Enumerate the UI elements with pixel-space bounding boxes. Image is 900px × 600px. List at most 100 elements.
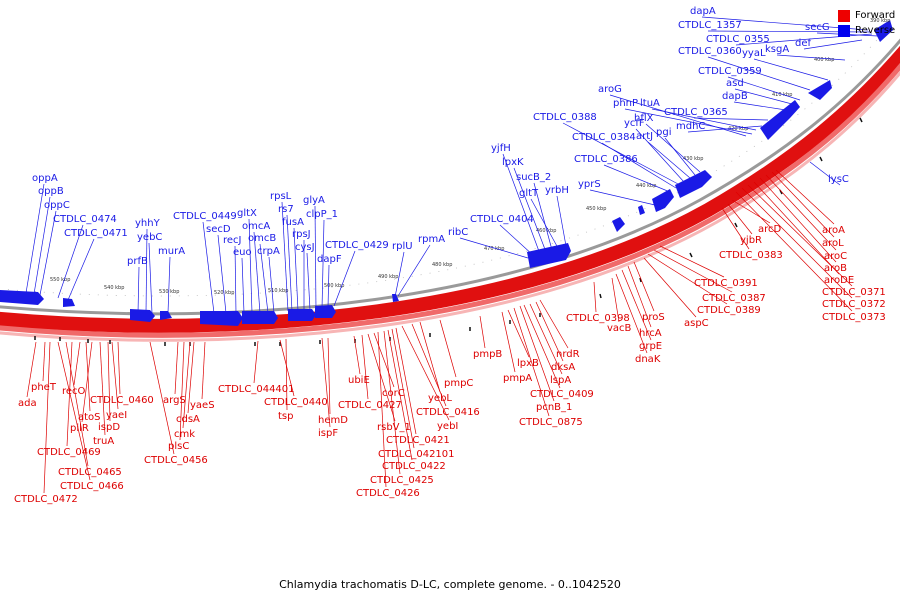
- leader-line-omcB: [259, 243, 269, 314]
- leader-line-murA: [167, 256, 171, 314]
- gene-label-oppB: oppB: [38, 186, 64, 197]
- leader-line-recJ: [234, 245, 237, 314]
- leader-line-argS: [174, 341, 179, 395]
- leader-line-CTDLC_0360: [707, 56, 811, 91]
- gene-label-pmpA: pmpA: [503, 373, 532, 384]
- tick-label-480: 480 kbp: [432, 262, 452, 268]
- leader-line-CTDLC_0425: [383, 330, 401, 475]
- gene-label-CTDLC_0384: CTDLC_0384: [572, 132, 636, 143]
- gene-label-omcA: omcA: [242, 221, 270, 232]
- gene-label-CTDLC_0371: CTDLC_0371: [822, 287, 886, 298]
- leader-line-CTDLC_0404: [499, 224, 535, 257]
- leader-line-yaeI: [111, 341, 119, 410]
- legend-forward-label: Forward: [855, 10, 896, 21]
- gene-label-CTDLC_0421: CTDLC_0421: [386, 435, 450, 446]
- gene-label-yebI: yebI: [437, 421, 458, 432]
- leader-line-CTDLC_0426: [377, 331, 387, 488]
- gene-label-murA: murA: [158, 246, 185, 257]
- gene-label-CTDLC_0429: CTDLC_0429: [325, 240, 389, 251]
- gene-label-CTDLC_0474: CTDLC_0474: [53, 214, 117, 225]
- gene-label-rplU: rplU: [392, 241, 413, 252]
- gene-label-rsbV_1: rsbV_1: [377, 422, 411, 433]
- gene-label-CTDLC_0373: CTDLC_0373: [822, 312, 886, 323]
- leader-line-recO: [73, 341, 81, 386]
- leader-line-yyaL: [753, 58, 829, 81]
- gene-label-yaeI: yaeI: [106, 410, 127, 421]
- gene-label-aroC: aroC: [824, 251, 847, 262]
- leader-line-pgi: [664, 137, 696, 176]
- leader-line-CTDLC_0398: [593, 281, 597, 313]
- leader-line-phnP: [624, 108, 753, 135]
- leader-line-ispD: [107, 341, 111, 422]
- leader-line-ubiE: [353, 335, 361, 375]
- tick-label-430: 430 kbp: [683, 156, 703, 162]
- gene-label-CTDLC_0389: CTDLC_0389: [697, 305, 761, 316]
- leader-line-CTDLC_0422: [387, 329, 413, 461]
- gene-label-rpsJ: rpsJ: [292, 229, 311, 240]
- leader-line-CTDLC_0440: [279, 339, 295, 397]
- gene-label-CTDLC_0449: CTDLC_0449: [173, 211, 237, 222]
- gene-label-oppC: oppC: [44, 200, 70, 211]
- leader-line-pheT: [42, 341, 46, 382]
- gene-label-proS: proS: [642, 312, 665, 323]
- gene-label-yebL: yebL: [428, 393, 452, 404]
- leader-line-CTDLC_0469: [66, 341, 73, 447]
- leader-line-lspA: [529, 303, 563, 375]
- gene-label-glyA: glyA: [303, 195, 325, 206]
- leader-line-oppA: [25, 183, 45, 294]
- tick-label-390: 390 kbp: [870, 18, 890, 24]
- reverse-gene-block: [0, 290, 44, 305]
- gene-label-CTDLC_0372: CTDLC_0372: [822, 299, 886, 310]
- leader-line-proS: [633, 261, 655, 312]
- gene-label-CTDLC_0460: CTDLC_0460: [90, 395, 154, 406]
- leader-line-rsbV_1: [367, 333, 396, 422]
- leader-line-lpxK: [513, 167, 547, 253]
- leader-line-cdsA: [187, 341, 195, 414]
- gene-label-ispF: ispF: [318, 428, 338, 439]
- leader-line-rpsL: [281, 201, 289, 312]
- gene-label-cmk: cmk: [174, 429, 195, 440]
- gene-label-yyaL: yyaL: [742, 48, 766, 59]
- gene-label-CTDLC_0469: CTDLC_0469: [37, 447, 101, 458]
- leader-line-truA: [99, 341, 106, 436]
- leader-line-gltX: [248, 218, 253, 314]
- leader-line-rplU: [394, 251, 405, 298]
- gene-label-aroL: aroL: [822, 238, 844, 249]
- gene-label-CTDLC_0386: CTDLC_0386: [574, 154, 638, 165]
- leader-line-corC: [373, 332, 395, 388]
- gene-label-pilR: pilR: [70, 423, 89, 434]
- reverse-gene-block: [638, 205, 645, 215]
- leader-line-arcD: [731, 199, 771, 224]
- leader-line-grpE: [621, 269, 652, 341]
- leader-line-CTDLC_044401: [253, 340, 259, 384]
- gene-label-lpxB: lpxB: [517, 358, 539, 369]
- gene-label-CTDLC_042101: CTDLC_042101: [378, 449, 455, 460]
- gene-label-clpP_1: clpP_1: [306, 209, 338, 220]
- reverse-gene-block: [874, 20, 893, 42]
- leader-line-ispF: [321, 337, 331, 428]
- leader-line-CTDLC_0474: [57, 224, 84, 299]
- gene-label-gltX: gltX: [237, 208, 257, 219]
- leader-line-CTDLC_0388: [562, 122, 681, 186]
- leader-line-rs7: [286, 214, 293, 312]
- gene-label-ksgA: ksgA: [765, 44, 789, 55]
- leader-line-aroC: [765, 174, 837, 251]
- gene-label-yprS: yprS: [578, 179, 601, 190]
- leader-line-dapB: [733, 101, 787, 111]
- gene-label-yaeS: yaeS: [190, 400, 215, 411]
- legend-reverse-label: Reverse: [855, 25, 896, 36]
- leader-line-glyA: [314, 205, 317, 311]
- gene-label-lpxK: lpxK: [502, 157, 524, 168]
- leader-line-yjfH: [502, 153, 541, 255]
- gene-label-cdsA: cdsA: [176, 414, 200, 425]
- gene-label-corC: corC: [382, 388, 405, 399]
- reverse-gene-block: [160, 311, 172, 320]
- gene-label-lysC: lysC: [828, 174, 849, 185]
- gene-label-CTDLC_1357: CTDLC_1357: [678, 20, 742, 31]
- gene-label-yjbR: yjbR: [740, 235, 762, 246]
- gene-label-pmpC: pmpC: [444, 378, 473, 389]
- leader-line-aroA: [775, 169, 835, 225]
- leader-line-tsp: [285, 338, 288, 411]
- leader-line-yaeS: [201, 341, 206, 400]
